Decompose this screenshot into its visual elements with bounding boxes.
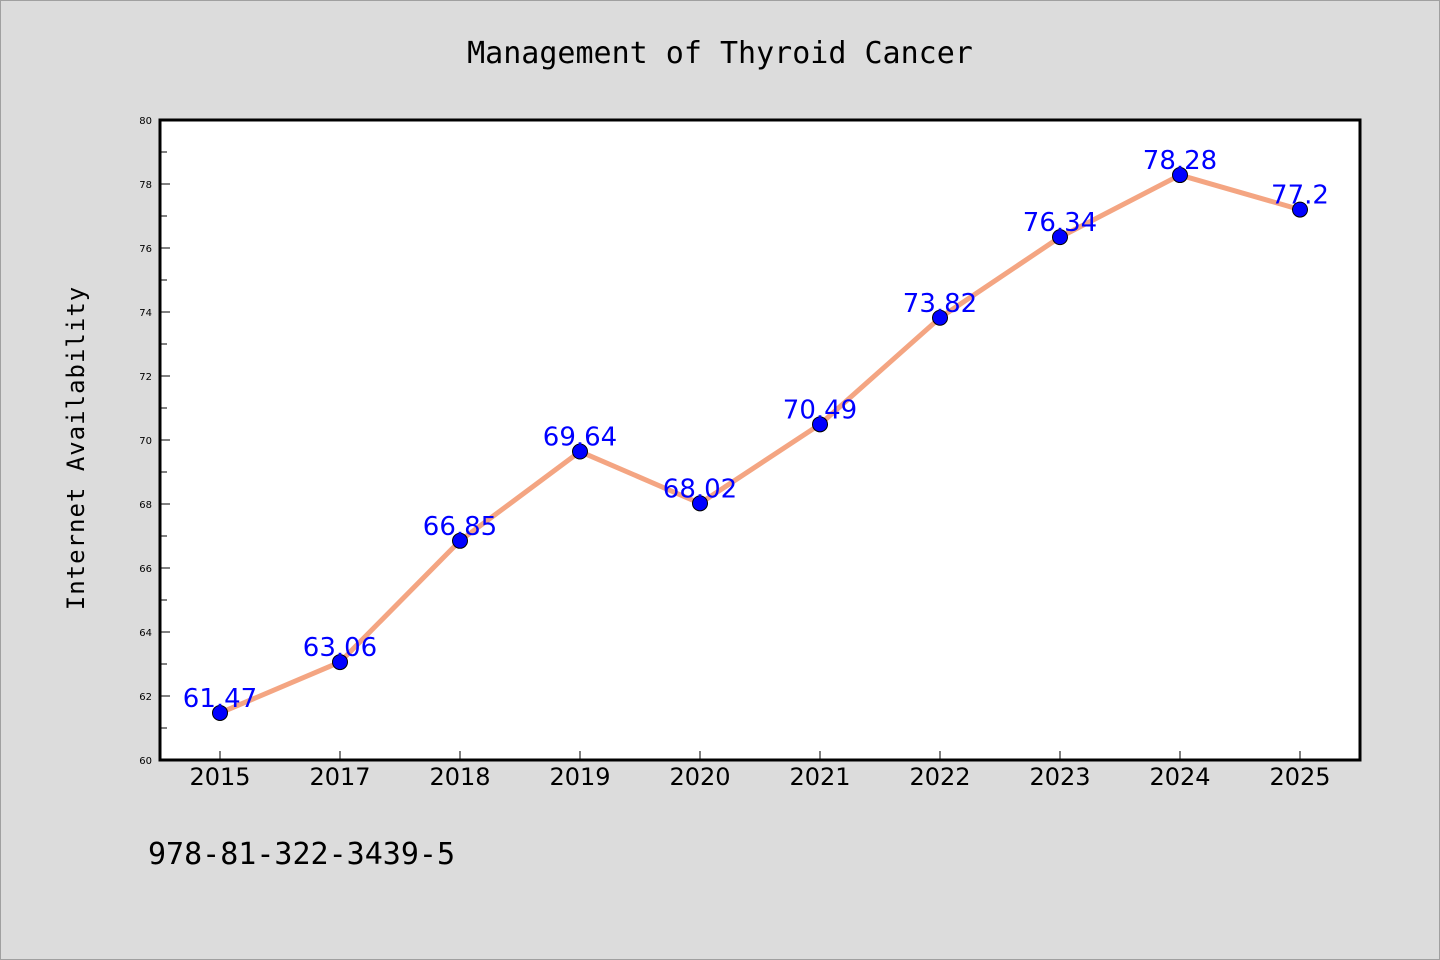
data-point: [1292, 201, 1308, 218]
plot-area: [160, 120, 1360, 760]
x-tick-label: 2020: [669, 763, 730, 791]
data-point: [1052, 229, 1068, 246]
data-label: 63.06: [303, 633, 377, 663]
data-point: [812, 416, 828, 433]
x-tick-label: 2018: [429, 763, 490, 791]
y-tick-label: 72: [139, 372, 152, 383]
x-tick-label: 2024: [1149, 763, 1210, 791]
axis-ticks: 60 62 64 66 68 70 72 74 76 78 80 2015 2017 2018 2019 20…: [139, 116, 1330, 791]
footer-isbn: 978-81-322-3439-5: [148, 837, 455, 872]
data-label: 68.02: [663, 474, 737, 504]
y-tick-label: 62: [139, 692, 152, 703]
x-tick-label: 2019: [549, 763, 610, 791]
x-tick-label: 2025: [1269, 763, 1330, 791]
y-tick-label: 80: [139, 116, 152, 127]
data-label: 77.2: [1271, 181, 1329, 211]
x-tick-label: 2023: [1029, 763, 1090, 791]
x-tick-label: 2017: [309, 763, 370, 791]
chart-title: Management of Thyroid Cancer: [467, 36, 973, 71]
data-label: 73.82: [903, 289, 977, 319]
data-point: [212, 704, 228, 721]
data-label: 61.47: [183, 684, 257, 714]
data-labels-layer: 61.47 63.06 66.85 69.64 68.02 70.49 73.82 76.34…: [183, 146, 1329, 714]
series-layer: [212, 167, 1308, 721]
y-tick-label: 74: [139, 308, 152, 319]
y-tick-label: 78: [139, 180, 152, 191]
data-point: [332, 654, 348, 671]
data-label: 78.28: [1143, 146, 1217, 176]
plot-frame: [158, 118, 1362, 762]
x-tick-label: 2022: [909, 763, 970, 791]
data-point: [692, 495, 708, 512]
data-point: [932, 309, 948, 326]
data-label: 70.49: [783, 395, 857, 425]
y-tick-label: 70: [139, 436, 152, 447]
x-tick-label: 2021: [789, 763, 850, 791]
data-label: 66.85: [423, 512, 497, 542]
data-point: [572, 443, 588, 460]
data-point: [452, 532, 468, 549]
data-label: 76.34: [1023, 208, 1097, 238]
data-point: [1172, 167, 1188, 184]
x-tick-label: 2015: [189, 763, 250, 791]
data-label: 69.64: [543, 423, 617, 453]
y-tick-label: 76: [139, 244, 152, 255]
y-tick-label: 66: [139, 564, 152, 575]
series-line: [217, 172, 1303, 716]
y-tick-label: 68: [139, 500, 152, 511]
y-tick-label: 60: [139, 756, 152, 767]
y-axis-label: Internet Availability: [62, 286, 90, 610]
y-tick-label: 64: [139, 628, 152, 639]
